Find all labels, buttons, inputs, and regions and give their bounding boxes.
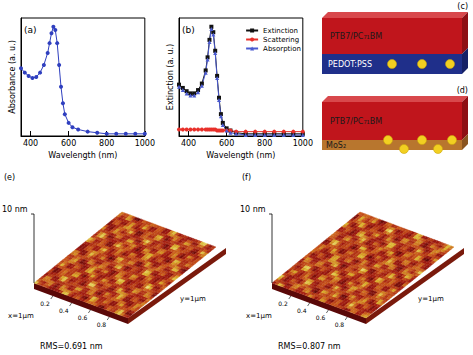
svg-text:10 nm: 10 nm (240, 205, 266, 214)
svg-text:(a): (a) (24, 25, 37, 35)
svg-text:0.2: 0.2 (40, 300, 50, 307)
svg-text:PTB7/PC₇₁BM: PTB7/PC₇₁BM (330, 117, 382, 126)
svg-text:600: 600 (61, 139, 76, 148)
svg-text:600: 600 (219, 139, 234, 148)
svg-text:0.8: 0.8 (335, 321, 345, 328)
svg-text:(c): (c) (457, 2, 468, 11)
svg-text:Wavelength (nm): Wavelength (nm) (48, 151, 117, 160)
svg-text:RMS=0.807 nm: RMS=0.807 nm (278, 342, 341, 351)
svg-text:800: 800 (257, 139, 272, 148)
svg-text:Extinction (a. u.): Extinction (a. u.) (166, 44, 175, 110)
svg-text:PTB7/PC₇₁BM: PTB7/PC₇₁BM (330, 32, 382, 41)
svg-text:Wavelength (nm): Wavelength (nm) (206, 151, 275, 160)
svg-text:0.6: 0.6 (78, 314, 88, 321)
svg-text:10 nm: 10 nm (2, 205, 28, 214)
svg-text:x=1μm: x=1μm (8, 312, 34, 320)
svg-text:MoS₂: MoS₂ (326, 141, 346, 150)
svg-text:1000: 1000 (293, 139, 313, 148)
svg-text:0.4: 0.4 (297, 307, 307, 314)
svg-text:Scattering: Scattering (263, 36, 299, 44)
svg-text:(d): (d) (457, 86, 468, 95)
svg-text:y=1μm: y=1μm (418, 295, 444, 303)
svg-text:400: 400 (23, 139, 38, 148)
svg-text:0.4: 0.4 (59, 307, 69, 314)
svg-text:y=1μm: y=1μm (180, 295, 206, 303)
svg-text:0.2: 0.2 (278, 300, 288, 307)
svg-text:0.6: 0.6 (316, 314, 326, 321)
svg-text:400: 400 (181, 139, 196, 148)
svg-text:PEDOT:PSS: PEDOT:PSS (328, 60, 372, 69)
svg-text:0.8: 0.8 (97, 321, 107, 328)
svg-text:x=1μm: x=1μm (246, 312, 272, 320)
svg-text:1000: 1000 (135, 139, 155, 148)
svg-text:RMS=0.691 nm: RMS=0.691 nm (40, 342, 103, 351)
svg-text:Extinction: Extinction (263, 27, 298, 35)
svg-text:Absorption: Absorption (263, 45, 301, 53)
svg-text:(b): (b) (182, 25, 195, 35)
svg-text:Absorbance (a. u.): Absorbance (a. u.) (8, 40, 17, 114)
svg-text:800: 800 (99, 139, 114, 148)
svg-text:(e): (e) (4, 173, 15, 182)
svg-text:(f): (f) (242, 173, 251, 182)
